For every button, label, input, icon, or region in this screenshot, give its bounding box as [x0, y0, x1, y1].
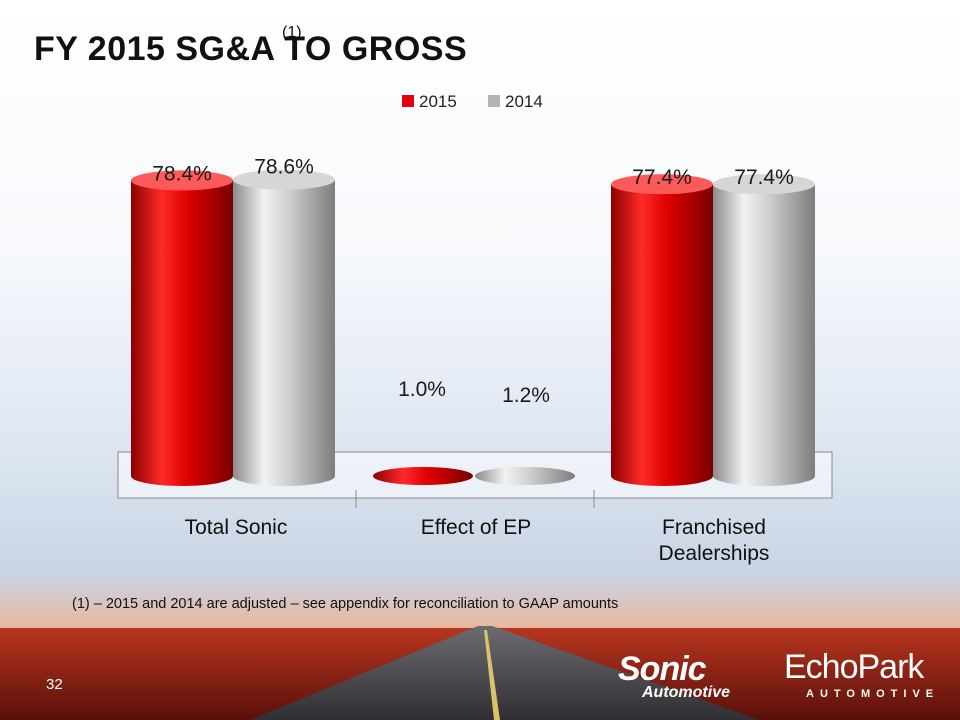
data-label: 1.2% [502, 384, 550, 407]
bar-2014-0 [233, 169, 335, 486]
bar-top [713, 174, 815, 195]
bar-2014-1 [475, 467, 575, 485]
category-label: Total Sonic [185, 516, 288, 539]
legend-label-2015: 2015 [419, 92, 457, 111]
title-footnote-marker: (1) [282, 24, 302, 41]
page-number: 32 [46, 676, 63, 693]
echopark-logo-subtext: AUTOMOTIVE [806, 688, 940, 700]
bar-base [233, 466, 335, 486]
bar-body [131, 180, 233, 476]
bar-body [713, 184, 815, 476]
category-label: Dealerships [659, 542, 770, 565]
bar-2015-0 [131, 170, 233, 486]
bar-top [611, 174, 713, 195]
chart-category-labels: Total Sonic Effect of EP Franchised Dealers… [185, 516, 770, 565]
slide-title: FY 2015 SG&A TO GROSS [34, 30, 468, 68]
bar-2015-1 [373, 467, 473, 485]
sonic-logo-subtext: Automotive [642, 684, 730, 701]
data-label: 78.4% [152, 162, 212, 185]
legend-swatch-2015 [402, 95, 414, 107]
data-label: 77.4% [632, 166, 692, 189]
bar-top [233, 169, 335, 190]
bar-base [713, 466, 815, 486]
bar-body [233, 179, 335, 477]
data-label: 78.6% [254, 156, 314, 179]
legend-label-2014: 2014 [505, 92, 543, 111]
chart-legend: 2015 2014 [402, 92, 543, 111]
bar-base [131, 466, 233, 486]
data-label: 77.4% [734, 166, 794, 189]
chart-bars [131, 169, 815, 486]
sonic-logo-text: Sonic [618, 650, 707, 688]
legend-swatch-2014 [488, 95, 500, 107]
bar-top [131, 170, 233, 191]
echopark-logo-text: EchoPark [784, 648, 924, 686]
bar-2014-2 [713, 174, 815, 486]
category-label: Effect of EP [421, 516, 532, 539]
bar-2015-2 [611, 174, 713, 486]
bar-body [611, 184, 713, 476]
bar-disc [373, 467, 473, 485]
category-label: Franchised [662, 516, 766, 539]
sonic-automotive-logo: Sonic Automotive [612, 648, 762, 708]
chart-data-labels: 78.4% 78.6% 1.0% 1.2% 77.4% 77.4% [152, 156, 794, 407]
echopark-logo: EchoPark AUTOMOTIVE [780, 648, 940, 708]
footnote: (1) – 2015 and 2014 are adjusted – see a… [72, 596, 619, 612]
bar-base [611, 466, 713, 486]
data-label: 1.0% [398, 378, 446, 401]
bar-disc [475, 467, 575, 485]
